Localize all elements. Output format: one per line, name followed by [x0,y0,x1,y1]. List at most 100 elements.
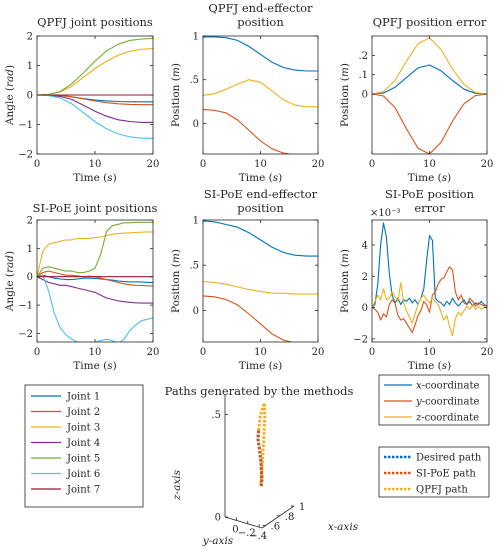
chart-title: error [414,201,445,215]
chart-title: position [237,15,284,29]
y-axis-label: Position (m) [339,63,351,127]
series-line-joint-5 [37,37,153,96]
chart-title: QPFJ end-effector [208,1,313,15]
x-tick-label: 10 [89,347,102,358]
chart-title: SI-PoE joint positions [33,201,158,215]
y-tick-label: −2 [18,329,33,340]
x-axis-label: Time (s) [239,172,282,184]
y-tick-label: 2 [27,32,33,43]
legend-label: Joint 5 [66,454,100,465]
y-tick-label: .1 [358,70,368,81]
y-axis-line [224,516,263,529]
series-group [37,37,153,139]
y-tick-label: −1 [18,301,33,312]
series-line-z [372,37,487,95]
series-line-y [372,93,487,154]
y-exponent: ×10⁻³ [370,208,400,219]
y-tick-label: 1 [27,61,33,72]
series-line-z [203,79,318,108]
x-tick-label: 10 [254,159,267,170]
y-tick-label: .5 [189,261,199,272]
chart-title: Paths generated by the methods [165,384,354,398]
series-line-z [372,282,487,337]
y-tick-label: 0 [27,272,33,283]
chart-title: SI-PoE position [385,187,475,201]
x-tick-label: 10 [89,159,102,170]
y-tick-label: −1 [18,120,33,131]
x-tick-label: 0 [369,159,375,170]
legend-label: y-coordinate [415,397,479,408]
x-tick-label: 0 [34,347,40,358]
y-tick-label: .2 [358,51,368,62]
chart-title: QPFJ position error [373,15,487,29]
chart-qpfj_joints: QPFJ joint positions 0 10 20 −2 −1 0 1 2 Time (s)… [4,15,159,184]
series-line-joint-1 [37,274,153,283]
series-group [37,221,153,342]
y-tick-label: 0 [27,91,33,102]
y-tick-label: 0 [193,306,199,317]
x-tick-label: 0 [34,159,40,170]
x-tick-label: 20 [147,347,160,358]
x-tick-label: 10 [423,159,436,170]
z-tick-label: 0 [215,513,221,524]
series-line-joint-3 [37,47,153,96]
x-axis-label: Time (s) [73,360,116,372]
chart-title: SI-PoE end-effector [204,187,318,201]
series-group [372,37,487,154]
legend-label: Joint 1 [66,392,100,403]
y-axis-label: Angle (rad) [4,251,16,312]
series-line-joint-6 [37,94,153,139]
x-axis-label: Time (s) [239,360,282,372]
y-tick-label: 1 [193,216,199,227]
chart-title: position [237,201,284,215]
y-tick-label: 1 [193,32,199,43]
x-axis-label: x-axis [328,521,359,533]
y-axis-label: Position (m) [170,249,182,313]
axes-box [202,35,319,155]
series-line-x [203,36,318,72]
series-line-x [372,222,487,308]
y-tick-label: 0 [232,524,238,535]
legend-label: x-coordinate [416,381,479,392]
y-tick-label: 2 [27,216,33,227]
series-line-joint-3 [37,231,153,277]
chart-title: QPFJ joint positions [37,15,153,29]
legend-label: Joint 6 [66,469,100,480]
y-tick-label: −2 [18,150,33,161]
y-axis-label: Position (m) [339,249,351,313]
series-line-y [203,108,293,154]
y-tick-label: −.2 [238,528,256,539]
series-line-z [203,280,318,295]
y-tick-label: 2 [362,272,368,283]
y-tick-label: 4 [362,241,368,252]
x-tick-label: 20 [147,159,160,170]
legend-label: Joint 4 [66,438,100,449]
legend-label: SI-PoE path [416,469,476,480]
y-tick-label: 0 [193,119,199,130]
legend-box [24,384,144,508]
chart-qpfj_err: QPFJ position error 0 10 20 0 .1 .2 Time (s) Pos… [339,15,493,184]
x-tick-label: 20 [312,159,325,170]
legend-label: Desired path [416,453,482,464]
legend-paths: Desired path SI-PoE path QPFJ path [378,446,490,498]
y-tick-label: 0 [362,90,368,101]
y-axis-label: Position (m) [170,63,182,127]
z-axis-label: z-axis [171,469,183,501]
x-axis-label: Time (s) [408,360,451,372]
series-line-joint-6 [37,274,153,342]
x-tick-label: 0 [369,347,375,358]
x-tick-label: 0 [200,159,206,170]
x-tick-label: .6 [271,522,281,533]
series-group [203,36,318,154]
x-axis-line [261,505,295,529]
series-line-x [203,220,318,257]
y-axis-label: Angle (rad) [4,65,16,126]
z-tick-label: .5 [211,410,221,421]
y-tick-label: −.4 [249,531,267,542]
x-tick-label: 1 [299,502,305,513]
series-line-joint-4 [37,94,153,123]
